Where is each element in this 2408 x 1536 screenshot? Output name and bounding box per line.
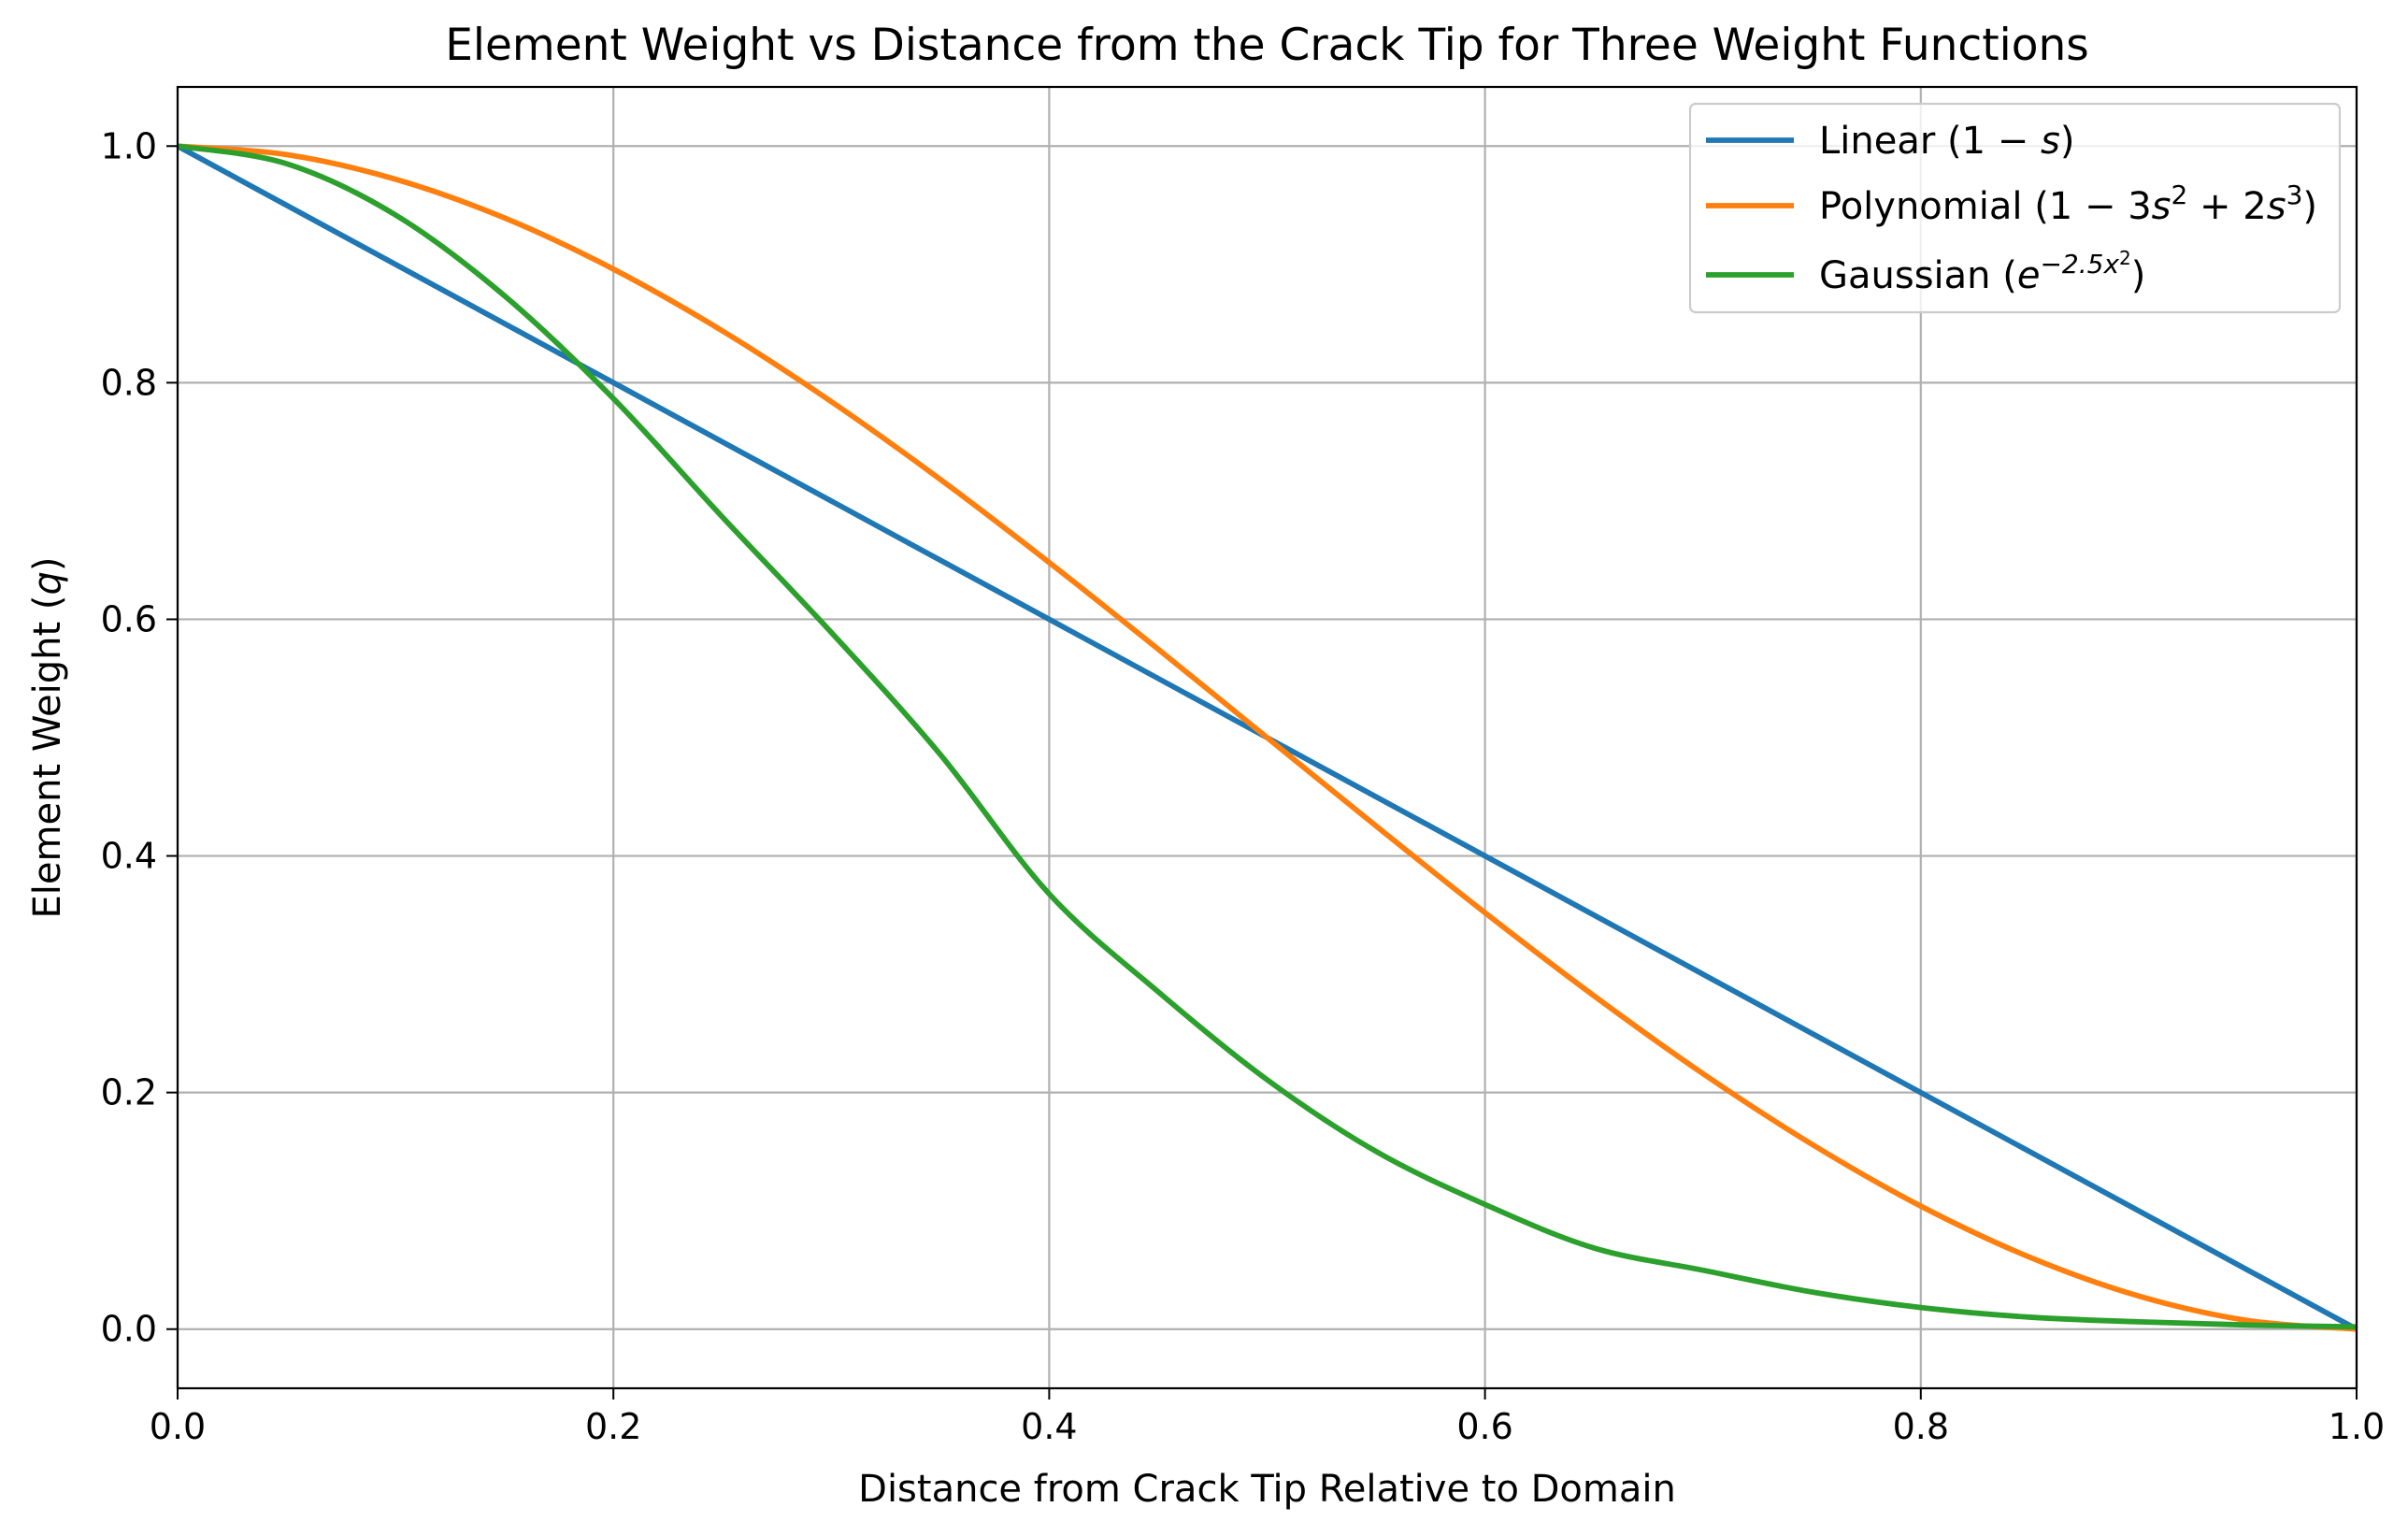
legend-label-close: ) bbox=[2131, 254, 2146, 297]
legend-label-close: ) bbox=[2060, 120, 2075, 163]
x-tick-label-5: 1.0 bbox=[2329, 1406, 2385, 1447]
y-tick-label-4: 0.8 bbox=[101, 362, 157, 403]
x-tick-label-0: 0.0 bbox=[150, 1406, 206, 1447]
y-tick-label-0: 0.0 bbox=[101, 1309, 157, 1350]
y-tick-label-3: 0.6 bbox=[101, 598, 157, 639]
grid bbox=[176, 87, 2358, 1388]
y-tick-label-2: 0.4 bbox=[101, 836, 157, 877]
legend-label-exp-a: 2 bbox=[2172, 179, 2188, 210]
y-tick-label-5: 1.0 bbox=[101, 125, 157, 166]
gaussian-series-line bbox=[177, 143, 2358, 1330]
y-tick-label-1: 0.2 bbox=[101, 1072, 157, 1113]
y-axis-label: Element Weight (q) bbox=[26, 557, 69, 919]
legend-label-math-b: + 2 bbox=[2187, 185, 2266, 228]
x-tick-label-1: 0.2 bbox=[585, 1406, 641, 1447]
polynomial-series-line bbox=[177, 143, 2358, 1332]
plot-frame bbox=[176, 85, 2358, 1390]
ticks: 0.0 0.2 0.4 0.6 0.8 1.0 0.0 0.2 0.4 0.6 0.8 1.0 bbox=[101, 125, 2386, 1447]
legend-label-text: Polynomial bbox=[1819, 185, 2034, 228]
chart-title: Element Weight vs Distance from the Crac… bbox=[445, 20, 2089, 71]
legend-label-var: s bbox=[2041, 120, 2060, 163]
legend-label-exp-b: 3 bbox=[2286, 179, 2303, 210]
x-tick-label-2: 0.4 bbox=[1021, 1406, 1077, 1447]
x-tick-label-3: 0.6 bbox=[1456, 1406, 1512, 1447]
legend-box bbox=[1688, 102, 2342, 314]
y-axis-label-text: Element Weight ( bbox=[26, 596, 69, 919]
legend-item-linear: Linear (1 − s) bbox=[1706, 120, 2074, 163]
x-tick-label-4: 0.8 bbox=[1893, 1406, 1949, 1447]
legend-label-var-a: s bbox=[2152, 185, 2172, 228]
y-axis-label-var: q bbox=[26, 571, 69, 595]
legend-label-2: Gaussian (e−2.5x2) bbox=[1819, 247, 2145, 297]
legend-label-text: Gaussian bbox=[1819, 254, 2002, 297]
legend-item-gaussian: Gaussian (e−2.5x2) bbox=[1706, 247, 2145, 297]
legend-label-var-b: s bbox=[2267, 185, 2286, 228]
legend: Linear (1 − s)Polynomial (1 − 3s2 + 2s3)… bbox=[1688, 102, 2342, 314]
y-axis-label-close: ) bbox=[26, 557, 69, 572]
legend-label-text: Linear bbox=[1819, 120, 1947, 163]
series-layer bbox=[176, 143, 2358, 1332]
legend-label-0: Linear (1 − s) bbox=[1819, 120, 2074, 163]
legend-label-close: ) bbox=[2302, 185, 2317, 228]
legend-label-base: e bbox=[2017, 254, 2041, 297]
legend-label-exp: −2.5x bbox=[2040, 249, 2119, 280]
legend-label-exp2: 2 bbox=[2119, 247, 2131, 269]
x-axis-label: Distance from Crack Tip Relative to Doma… bbox=[858, 1468, 1676, 1511]
legend-label-math-a: (1 − 3 bbox=[2034, 185, 2151, 228]
legend-label-math: (1 − bbox=[1947, 120, 2041, 163]
legend-label-open: ( bbox=[2002, 254, 2017, 297]
legend-item-polynomial: Polynomial (1 − 3s2 + 2s3) bbox=[1706, 179, 2317, 228]
legend-label-1: Polynomial (1 − 3s2 + 2s3) bbox=[1819, 179, 2317, 228]
